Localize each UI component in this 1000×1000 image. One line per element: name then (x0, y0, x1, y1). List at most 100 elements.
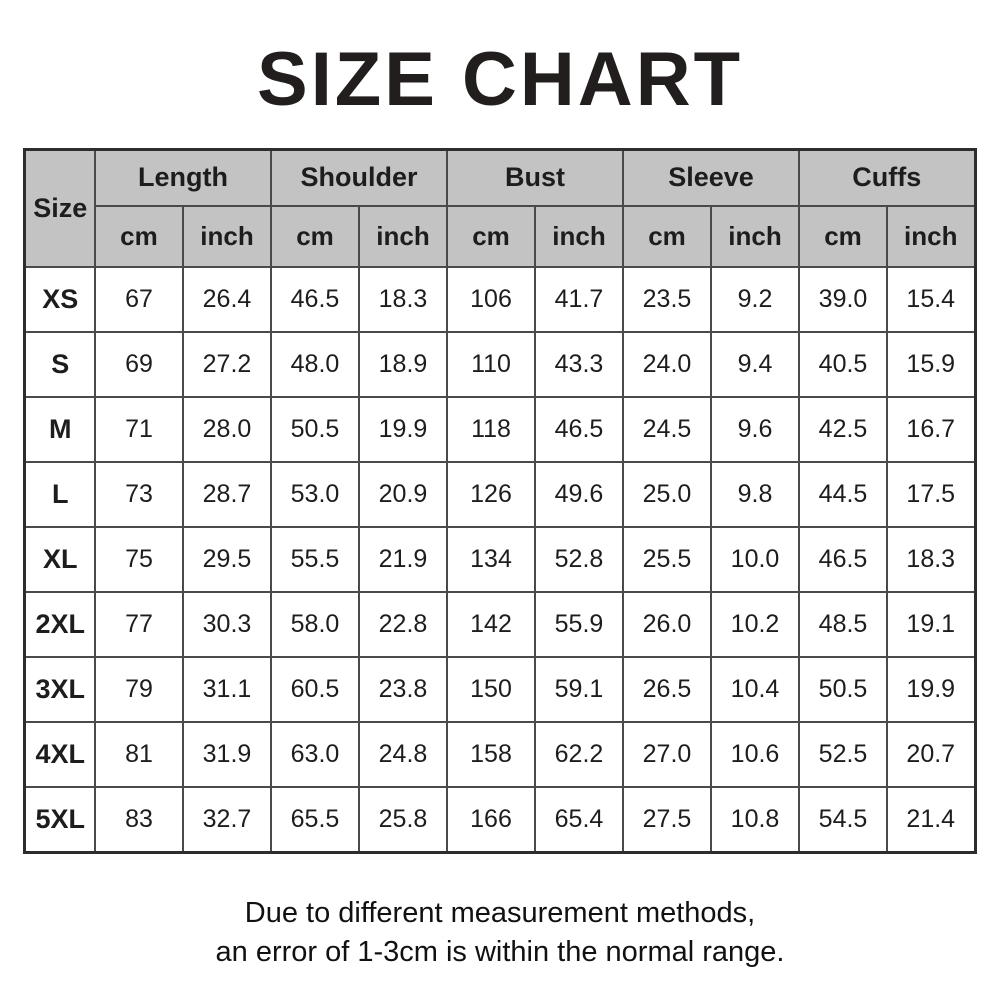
table-row: L 73 28.7 53.0 20.9 126 49.6 25.0 9.8 44… (23, 461, 977, 529)
unit-header-cm: cm (269, 205, 360, 269)
cell: 43.3 (534, 331, 624, 399)
unit-header-cm: cm (798, 205, 889, 269)
cell: 26.5 (622, 656, 712, 724)
cell: 71 (93, 396, 184, 464)
cell: 46.5 (798, 526, 889, 594)
cell: 29.5 (181, 526, 272, 594)
cell: 67 (93, 266, 184, 334)
table-row: M 71 28.0 50.5 19.9 118 46.5 24.5 9.6 42… (23, 396, 977, 464)
size-label: S (23, 331, 96, 399)
unit-header-cm: cm (446, 205, 536, 269)
cell: 25.8 (357, 786, 449, 854)
cell: 77 (93, 591, 184, 659)
cell: 73 (93, 461, 184, 529)
measurement-note-line1: Due to different measurement methods, (244, 896, 756, 929)
cell: 9.4 (709, 331, 801, 399)
unit-header-cm: cm (622, 205, 712, 269)
cell: 48.0 (269, 331, 360, 399)
cell: 65.4 (534, 786, 624, 854)
cell: 25.5 (622, 526, 712, 594)
cell: 110 (446, 331, 536, 399)
cell: 52.5 (798, 721, 889, 789)
cell: 48.5 (798, 591, 889, 659)
size-label: 4XL (23, 721, 96, 789)
cell: 158 (446, 721, 536, 789)
cell: 16.7 (886, 396, 977, 464)
cell: 17.5 (886, 461, 977, 529)
cell: 25.0 (622, 461, 712, 529)
unit-header-cm: cm (93, 205, 184, 269)
cell: 9.2 (709, 266, 801, 334)
cell: 46.5 (534, 396, 624, 464)
cell: 10.6 (709, 721, 801, 789)
cell: 55.9 (534, 591, 624, 659)
cell: 27.0 (622, 721, 712, 789)
cell: 18.3 (886, 526, 977, 594)
unit-header-inch: inch (534, 205, 624, 269)
cell: 28.7 (181, 461, 272, 529)
cell: 26.4 (181, 266, 272, 334)
cell: 166 (446, 786, 536, 854)
cell: 19.9 (886, 656, 977, 724)
cell: 24.5 (622, 396, 712, 464)
measurement-note: Due to different measurement methods, an… (0, 894, 1000, 972)
table-row: XL 75 29.5 55.5 21.9 134 52.8 25.5 10.0 … (23, 526, 977, 594)
cell: 15.9 (886, 331, 977, 399)
cell: 10.2 (709, 591, 801, 659)
cell: 21.9 (357, 526, 449, 594)
cell: 59.1 (534, 656, 624, 724)
cell: 22.8 (357, 591, 449, 659)
cell: 41.7 (534, 266, 624, 334)
cell: 20.9 (357, 461, 449, 529)
table-row: S 69 27.2 48.0 18.9 110 43.3 24.0 9.4 40… (23, 331, 977, 399)
unit-header-inch: inch (709, 205, 801, 269)
cell: 75 (93, 526, 184, 594)
group-header-sleeve: Sleeve (621, 148, 801, 208)
cell: 30.3 (181, 591, 272, 659)
cell: 28.0 (181, 396, 272, 464)
cell: 42.5 (798, 396, 889, 464)
cell: 9.8 (709, 461, 801, 529)
cell: 106 (446, 266, 536, 334)
cell: 63.0 (269, 721, 360, 789)
unit-header-inch: inch (886, 205, 977, 269)
size-label: XL (23, 526, 96, 594)
size-chart-table: Size Length Shoulder Bust Sleeve Cuffs c… (23, 147, 977, 854)
unit-header-inch: inch (357, 205, 449, 269)
unit-header-row: cm inch cm inch cm inch cm inch cm inch (25, 205, 977, 269)
cell: 10.4 (709, 656, 801, 724)
cell: 18.3 (357, 266, 449, 334)
cell: 39.0 (798, 266, 889, 334)
table-row: 4XL 81 31.9 63.0 24.8 158 62.2 27.0 10.6… (23, 721, 977, 789)
cell: 23.5 (622, 266, 712, 334)
size-label: 2XL (23, 591, 96, 659)
cell: 27.5 (622, 786, 712, 854)
cell: 50.5 (269, 396, 360, 464)
cell: 150 (446, 656, 536, 724)
cell: 126 (446, 461, 536, 529)
size-label: XS (23, 266, 96, 334)
cell: 46.5 (269, 266, 360, 334)
cell: 15.4 (886, 266, 977, 334)
unit-header-inch: inch (181, 205, 272, 269)
cell: 10.0 (709, 526, 801, 594)
size-label: M (23, 396, 96, 464)
table-row: 3XL 79 31.1 60.5 23.8 150 59.1 26.5 10.4… (23, 656, 977, 724)
cell: 81 (93, 721, 184, 789)
cell: 134 (446, 526, 536, 594)
cell: 60.5 (269, 656, 360, 724)
cell: 27.2 (181, 331, 272, 399)
cell: 24.0 (622, 331, 712, 399)
size-label: 3XL (23, 656, 96, 724)
table-row: 5XL 83 32.7 65.5 25.8 166 65.4 27.5 10.8… (23, 786, 977, 854)
cell: 18.9 (357, 331, 449, 399)
cell: 69 (93, 331, 184, 399)
cell: 31.9 (181, 721, 272, 789)
cell: 58.0 (269, 591, 360, 659)
cell: 142 (446, 591, 536, 659)
group-header-shoulder: Shoulder (269, 148, 449, 208)
cell: 10.8 (709, 786, 801, 854)
cell: 19.1 (886, 591, 977, 659)
cell: 31.1 (181, 656, 272, 724)
